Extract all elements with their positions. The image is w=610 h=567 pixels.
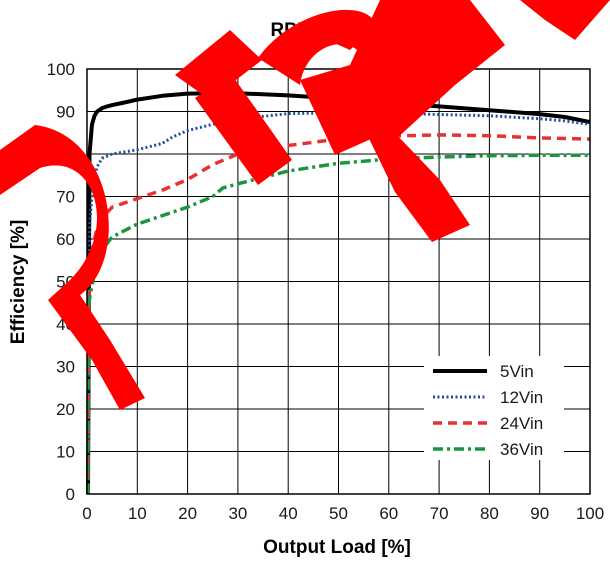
y-axis-title: Efficiency [%]: [8, 220, 29, 345]
y-tick-label: 30: [56, 358, 75, 377]
legend-label-5vin: 5Vin: [500, 362, 534, 381]
y-tick-label: 0: [66, 485, 75, 504]
x-tick-label: 40: [279, 504, 298, 523]
x-tick-label: 20: [178, 504, 197, 523]
watermark-stroke-P: [0, 125, 145, 410]
y-tick-label: 70: [56, 188, 75, 207]
watermark-stroke-r1: [175, 30, 262, 100]
x-tick-label: 0: [82, 504, 91, 523]
watermark-stroke-diagonal: [300, 0, 505, 155]
y-tick-label: 20: [56, 400, 75, 419]
legend-box: [424, 356, 564, 460]
x-tick-label: 90: [530, 504, 549, 523]
watermark-stroke-m: [305, 15, 372, 50]
watermark-stroke-e: [258, 9, 430, 85]
y-tick-label: 10: [56, 443, 75, 462]
x-tick-label: 80: [480, 504, 499, 523]
watermark-stroke-top-right: [520, 0, 610, 40]
x-axis-title: Output Load [%]: [263, 537, 411, 558]
x-tick-label: 10: [128, 504, 147, 523]
legend-label-12vin: 12Vin: [500, 388, 543, 407]
x-tick-label: 100: [576, 504, 604, 523]
watermark-stroke-r2: [195, 75, 292, 185]
x-tick-label: 30: [228, 504, 247, 523]
legend: 5Vin 12Vin 24Vin 36Vin: [424, 356, 564, 460]
series-line-5vin: [86, 91, 591, 495]
x-tick-label: 70: [430, 504, 449, 523]
preliminary-watermark: [0, 0, 610, 410]
x-tick-label: 50: [329, 504, 348, 523]
x-tick-label: 60: [379, 504, 398, 523]
watermark-stroke-i: [360, 120, 470, 242]
x-tick-labels: 0 10 20 30 40 50 60 70 80 90 100: [82, 504, 604, 523]
y-tick-label: 100: [47, 60, 75, 79]
legend-label-36vin: 36Vin: [500, 440, 543, 459]
y-tick-label: 60: [56, 230, 75, 249]
legend-label-24vin: 24Vin: [500, 414, 543, 433]
y-tick-label: 90: [56, 103, 75, 122]
